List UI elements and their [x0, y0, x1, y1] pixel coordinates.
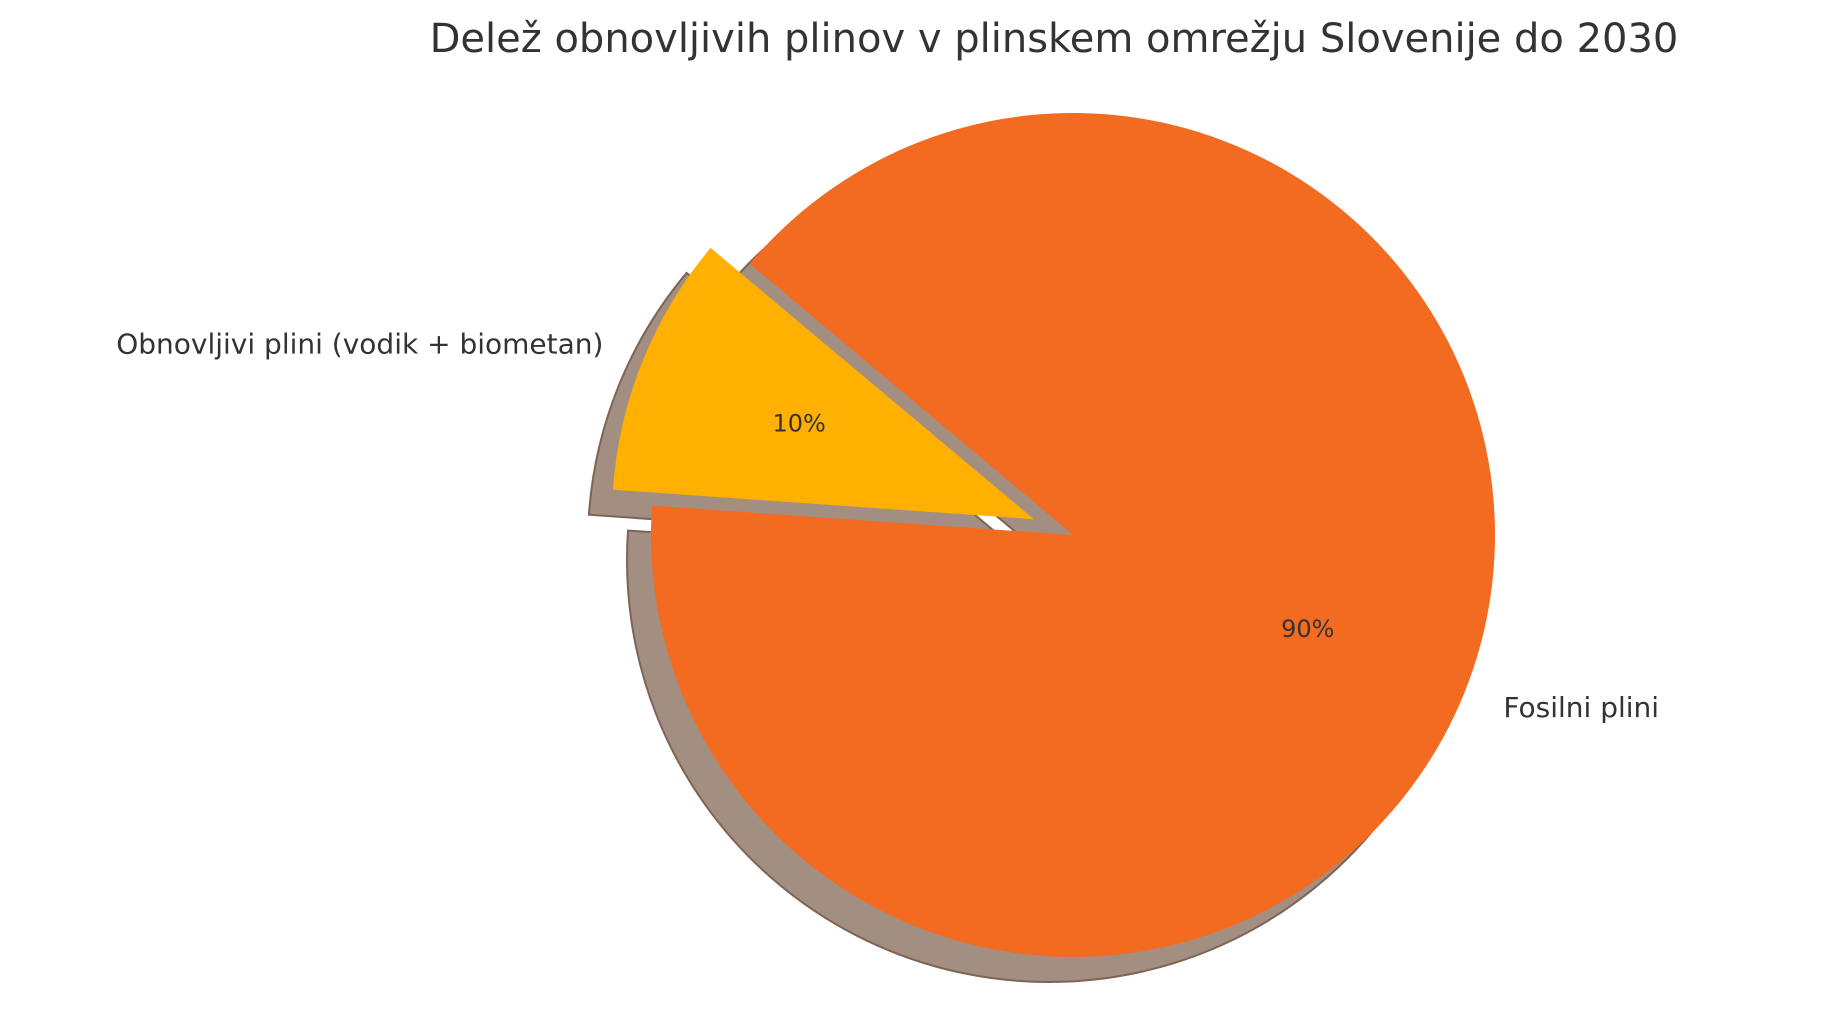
chart-title: Delež obnovljivih plinov v plinskem omre…: [430, 16, 1679, 62]
slice: [651, 112, 1495, 958]
slice: [612, 247, 1034, 520]
slice-label: Fosilni plini: [1503, 691, 1659, 724]
percent-label: 90%: [1281, 615, 1334, 643]
slice-label: Obnovljivi plini (vodik + biometan): [116, 327, 603, 360]
percent-label: 10%: [772, 409, 825, 437]
